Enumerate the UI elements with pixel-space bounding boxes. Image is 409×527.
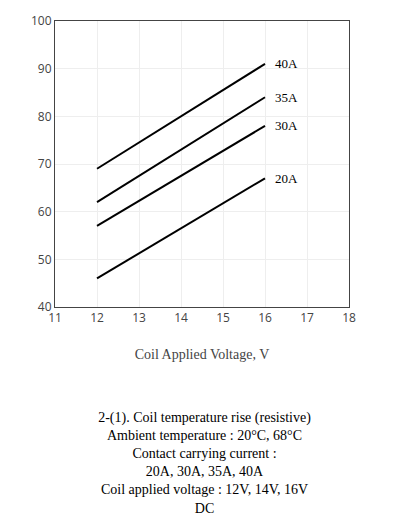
svg-text:12: 12 (90, 309, 104, 326)
svg-text:Coil Applied Voltage, V: Coil Applied Voltage, V (135, 347, 270, 362)
svg-text:20A: 20A (275, 171, 298, 186)
svg-text:17: 17 (300, 309, 314, 326)
svg-text:80: 80 (38, 108, 52, 125)
svg-text:40: 40 (38, 298, 52, 315)
svg-text:35A: 35A (275, 90, 298, 105)
svg-text:14: 14 (174, 309, 188, 326)
svg-text:30A: 30A (275, 118, 298, 133)
svg-text:13: 13 (132, 309, 146, 326)
svg-text:18: 18 (342, 309, 356, 326)
svg-text:40A: 40A (275, 56, 298, 71)
svg-text:60: 60 (38, 203, 52, 220)
svg-text:50: 50 (38, 251, 52, 268)
svg-text:90: 90 (38, 60, 52, 77)
svg-text:2-(1). Coil temperature rise (: 2-(1). Coil temperature rise (resistive)… (98, 410, 311, 516)
svg-text:11: 11 (48, 309, 62, 326)
svg-text:15: 15 (216, 309, 230, 326)
svg-text:70: 70 (38, 155, 52, 172)
svg-text:16: 16 (258, 309, 272, 326)
svg-text:100: 100 (31, 12, 52, 29)
